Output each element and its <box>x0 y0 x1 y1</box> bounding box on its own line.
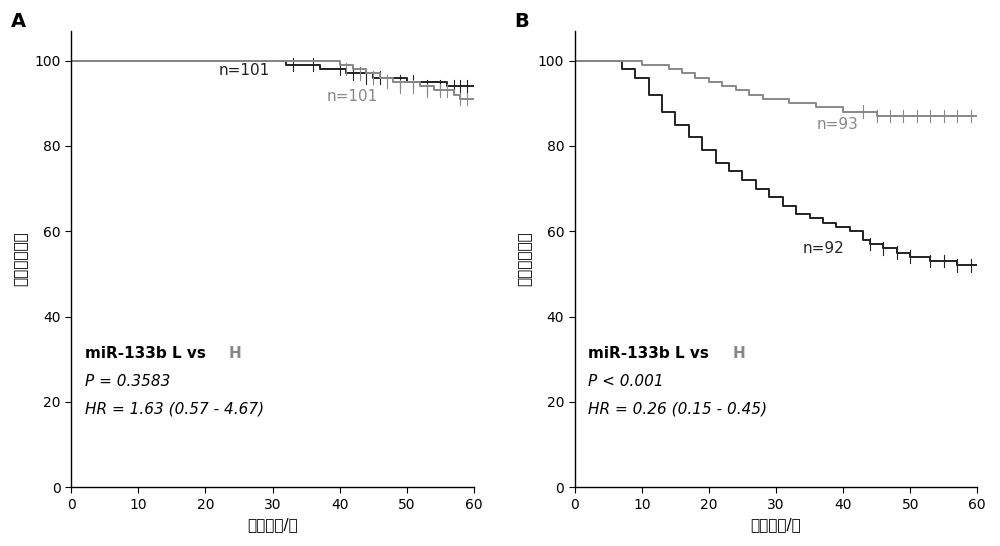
Text: n=101: n=101 <box>219 63 270 79</box>
Text: A: A <box>11 13 26 32</box>
Y-axis label: 累积生存率％: 累积生存率％ <box>517 232 532 286</box>
Text: H: H <box>732 346 745 361</box>
Text: n=93: n=93 <box>816 117 858 132</box>
Text: n=101: n=101 <box>326 89 377 104</box>
Y-axis label: 累积生存率％: 累积生存率％ <box>14 232 29 286</box>
Text: n=92: n=92 <box>803 241 845 256</box>
Text: HR = 0.26 (0.15 - 0.45): HR = 0.26 (0.15 - 0.45) <box>588 402 767 417</box>
Text: miR-133b L vs: miR-133b L vs <box>85 346 211 361</box>
X-axis label: 生存时间/月: 生存时间/月 <box>247 517 298 532</box>
Text: H: H <box>229 346 242 361</box>
Text: miR-133b L vs: miR-133b L vs <box>588 346 714 361</box>
X-axis label: 生存时间/月: 生存时间/月 <box>751 517 801 532</box>
Text: P < 0.001: P < 0.001 <box>588 374 664 389</box>
Text: P = 0.3583: P = 0.3583 <box>85 374 170 389</box>
Text: B: B <box>514 13 529 32</box>
Text: HR = 1.63 (0.57 - 4.67): HR = 1.63 (0.57 - 4.67) <box>85 402 264 417</box>
